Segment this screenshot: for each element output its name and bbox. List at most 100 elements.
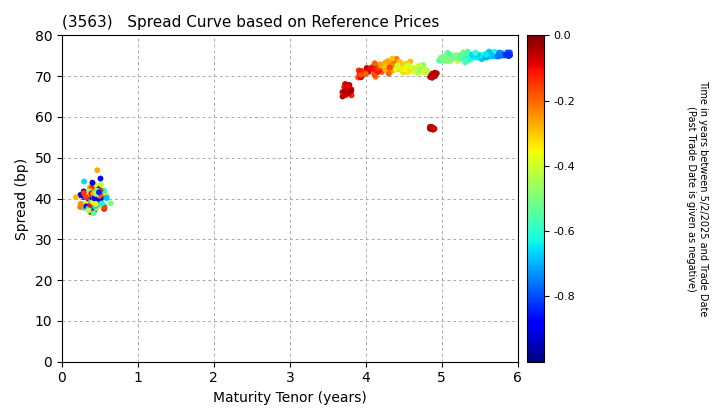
Point [85, 194, 96, 201]
Point [82, 195, 94, 202]
Point [445, 52, 456, 59]
Point [428, 125, 440, 132]
Point [418, 66, 429, 73]
Point [420, 68, 431, 75]
Point [462, 52, 474, 58]
Point [78, 194, 90, 200]
Point [492, 53, 503, 60]
Point [431, 70, 443, 77]
Point [414, 66, 426, 72]
Point [489, 48, 500, 55]
Point [78, 188, 89, 195]
Point [88, 210, 99, 217]
Point [383, 70, 395, 77]
Point [400, 63, 412, 70]
Point [341, 89, 353, 95]
Point [89, 190, 101, 197]
Point [418, 68, 430, 74]
Point [90, 192, 102, 198]
Point [384, 63, 396, 70]
Point [442, 58, 454, 65]
X-axis label: Maturity Tenor (years): Maturity Tenor (years) [213, 391, 366, 405]
Point [80, 194, 91, 200]
Point [451, 58, 463, 64]
Point [83, 192, 94, 199]
Point [390, 66, 402, 73]
Point [360, 71, 372, 77]
Point [387, 63, 398, 70]
Point [346, 87, 357, 94]
Point [86, 179, 98, 186]
Point [374, 61, 386, 68]
Point [476, 55, 487, 62]
Point [355, 74, 366, 81]
Point [481, 53, 492, 60]
Point [487, 51, 498, 58]
Point [386, 57, 397, 64]
Point [84, 196, 95, 202]
Point [358, 71, 369, 77]
Point [442, 55, 454, 62]
Point [457, 51, 469, 58]
Point [427, 71, 438, 78]
Point [456, 52, 467, 58]
Point [451, 53, 463, 60]
Point [87, 202, 99, 209]
Point [375, 62, 387, 69]
Point [377, 63, 388, 69]
Point [340, 89, 351, 96]
Point [451, 53, 463, 60]
Point [392, 63, 404, 70]
Point [459, 52, 470, 59]
Point [346, 92, 357, 99]
Point [353, 74, 364, 81]
Y-axis label: Spread (bp): Spread (bp) [15, 158, 29, 239]
Point [498, 52, 510, 59]
Point [428, 125, 440, 132]
Point [442, 55, 454, 62]
Point [342, 84, 354, 91]
Point [386, 66, 397, 72]
Point [402, 68, 413, 75]
Point [78, 204, 90, 211]
Point [80, 200, 91, 207]
Point [403, 65, 415, 71]
Point [92, 185, 104, 192]
Point [441, 53, 453, 60]
Point [473, 51, 485, 58]
Point [462, 49, 473, 56]
Point [366, 64, 377, 71]
Point [93, 189, 104, 196]
Point [484, 49, 495, 55]
Point [452, 53, 464, 60]
Point [405, 68, 416, 74]
Point [91, 205, 102, 212]
Point [481, 50, 492, 57]
Point [342, 87, 354, 94]
Point [338, 89, 349, 96]
Point [341, 87, 353, 94]
Point [101, 195, 112, 202]
Point [483, 48, 495, 55]
Point [99, 204, 110, 211]
Point [400, 62, 412, 68]
Point [82, 189, 94, 196]
Point [415, 68, 427, 74]
Point [372, 69, 383, 76]
Point [495, 50, 506, 57]
Point [369, 67, 381, 74]
Point [90, 201, 102, 207]
Point [91, 198, 102, 205]
Point [429, 69, 441, 76]
Point [400, 64, 412, 71]
Point [455, 54, 467, 60]
Point [497, 51, 508, 58]
Point [357, 69, 369, 76]
Point [455, 55, 467, 62]
Point [388, 64, 400, 71]
Point [441, 54, 452, 61]
Point [337, 89, 348, 95]
Point [444, 51, 456, 58]
Point [356, 71, 368, 78]
Point [105, 200, 117, 207]
